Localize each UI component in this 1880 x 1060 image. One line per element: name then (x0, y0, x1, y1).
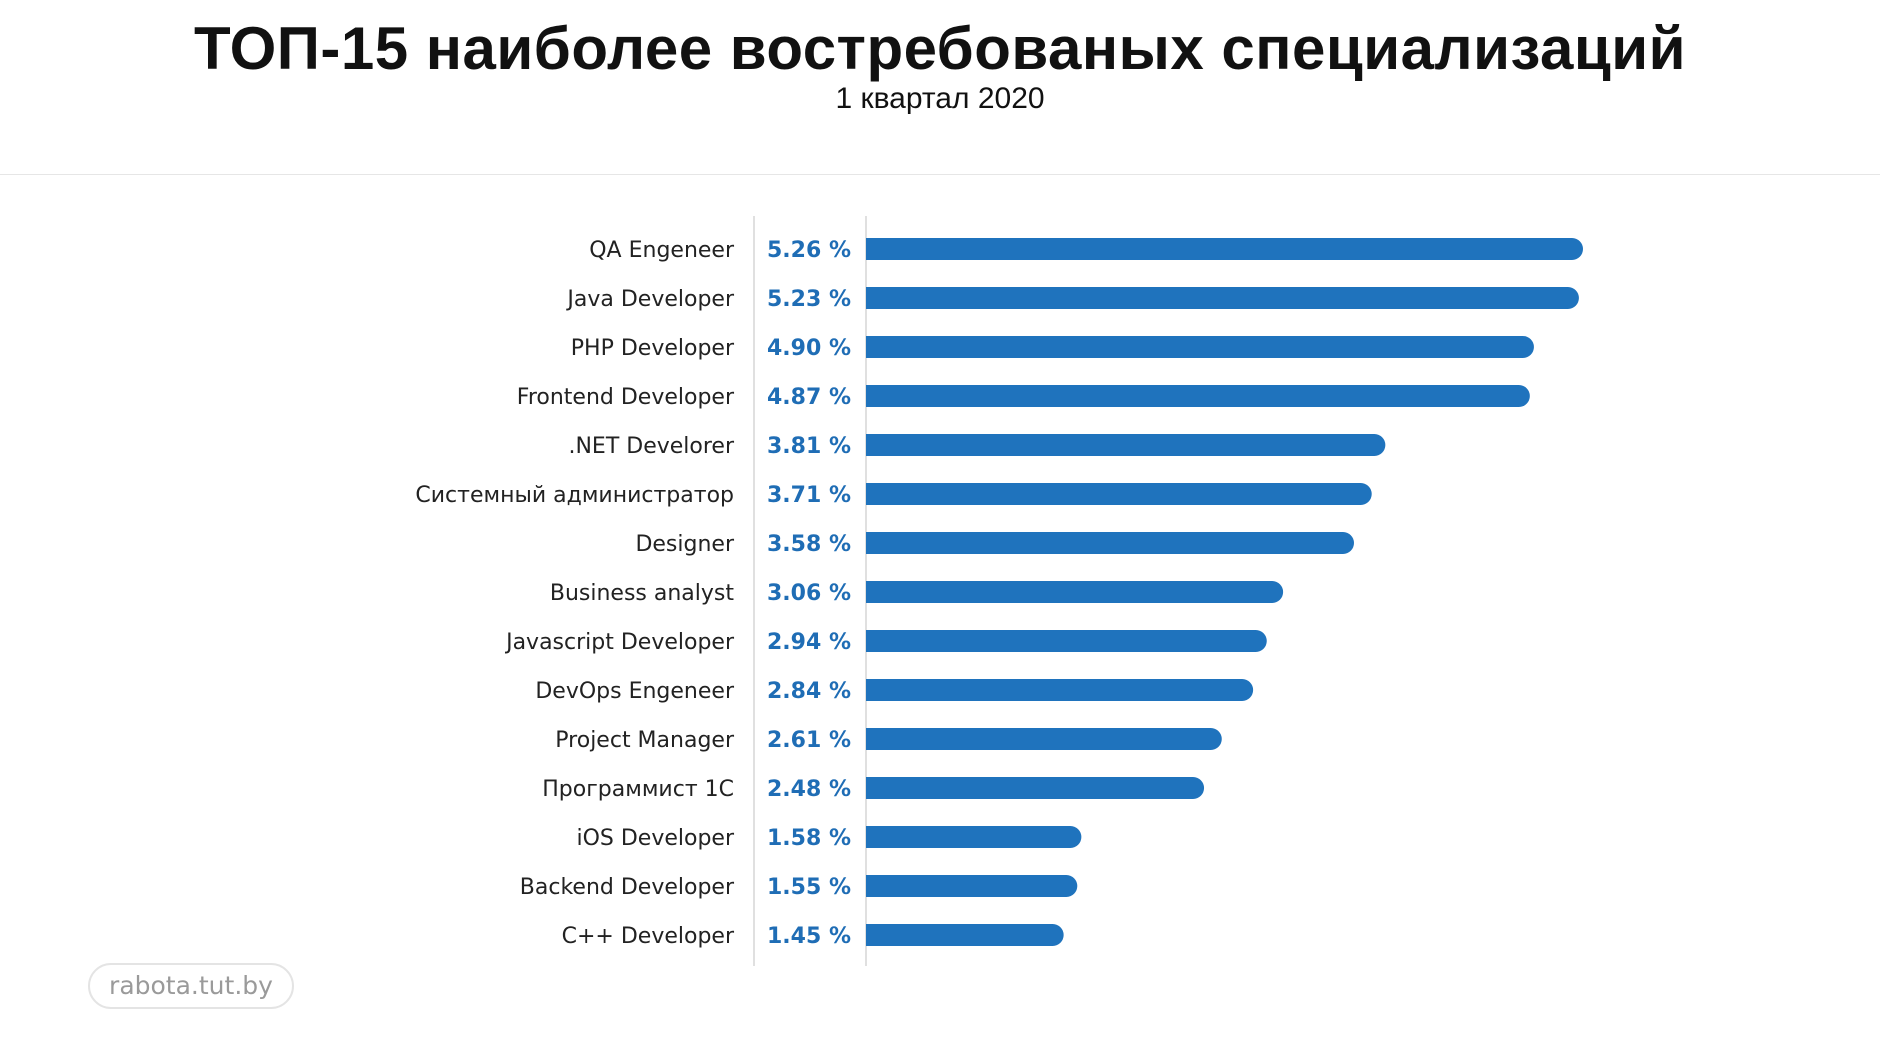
bar (866, 385, 1530, 407)
value-label: 3.58 % (767, 532, 851, 557)
value-label: 5.23 % (767, 287, 851, 312)
category-label: .NET Develorer (568, 434, 734, 459)
value-label: 4.87 % (767, 385, 851, 410)
bar (866, 287, 1579, 309)
value-label: 2.94 % (767, 630, 851, 655)
bar (866, 728, 1222, 751)
category-label: Business analyst (550, 581, 735, 606)
category-label: Frontend Developer (517, 385, 735, 410)
value-label: 1.45 % (767, 924, 851, 949)
bar (866, 679, 1254, 701)
header-divider (0, 174, 1880, 175)
bar (866, 777, 1205, 799)
category-label: Программист 1С (542, 777, 734, 802)
value-label: 1.55 % (767, 875, 851, 900)
bar (866, 581, 1284, 603)
category-label: C++ Developer (562, 924, 735, 949)
value-label: 2.61 % (767, 728, 851, 753)
value-label: 3.06 % (767, 581, 851, 606)
value-label: 3.71 % (767, 483, 851, 508)
chart-title: ТОП-15 наиболее востребованых специализа… (193, 15, 1687, 82)
category-label: Javascript Developer (504, 630, 735, 655)
value-label: 4.90 % (767, 336, 851, 361)
category-label: iOS Developer (576, 826, 734, 851)
category-label: QA Engeneer (589, 238, 735, 263)
category-label: Project Manager (555, 728, 735, 753)
category-label: Java Developer (565, 287, 735, 312)
value-label: 2.48 % (767, 777, 851, 802)
bar (866, 336, 1534, 358)
value-label: 5.26 % (767, 238, 851, 263)
category-label: Backend Developer (520, 875, 735, 900)
bar (866, 924, 1064, 946)
bar (866, 826, 1082, 848)
category-label: PHP Developer (571, 336, 735, 361)
value-label: 2.84 % (767, 679, 851, 704)
category-label: Designer (635, 532, 734, 557)
bar (866, 434, 1386, 456)
bar (866, 532, 1354, 554)
bar (866, 483, 1372, 505)
value-label: 3.81 % (767, 434, 851, 459)
chart-header: ТОП-15 наиболее востребованых специализа… (0, 0, 1880, 175)
category-label: DevOps Engeneer (535, 679, 735, 704)
source-watermark: rabota.tut.by (88, 963, 294, 1009)
bar (866, 238, 1583, 260)
category-label: Системный администратор (415, 483, 734, 508)
value-label: 1.58 % (767, 826, 851, 851)
chart-subtitle: 1 квартал 2020 (835, 82, 1045, 115)
bar (866, 630, 1267, 652)
bar (866, 875, 1078, 897)
